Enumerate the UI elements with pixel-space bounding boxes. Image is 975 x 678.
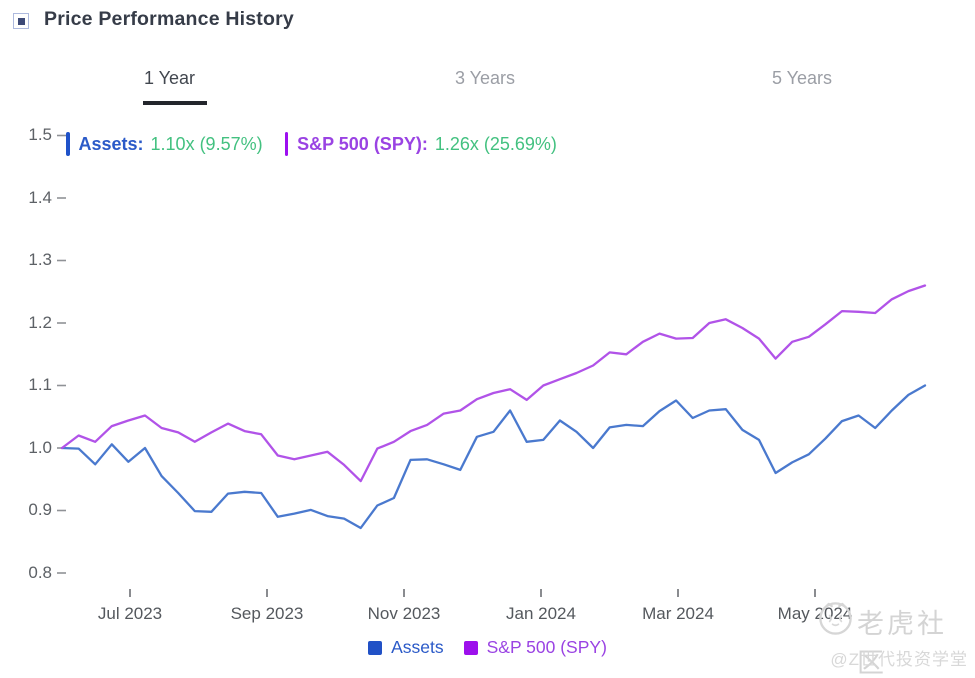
y-axis-tick-label: 1.0 xyxy=(28,437,52,457)
spy-readout-value: 1.26x (25.69%) xyxy=(434,133,557,154)
legend-assets-label: Assets xyxy=(391,637,444,657)
spy-swatch-icon xyxy=(463,640,478,655)
watermark-brand: 老虎社区 xyxy=(857,609,947,678)
series-line-spy[interactable] xyxy=(60,284,927,483)
x-axis-tick-label: Nov 2023 xyxy=(367,604,441,623)
y-axis-tick-label: 1.2 xyxy=(28,312,52,332)
x-axis-tick-label: Mar 2024 xyxy=(642,604,714,623)
y-axis-tick-label: 1.3 xyxy=(28,250,52,269)
chart-legend: Assets S&P 500 (SPY) xyxy=(0,637,975,658)
x-axis-tick-label: Sep 2023 xyxy=(230,604,304,623)
assets-readout-value: 1.10x (9.57%) xyxy=(150,133,263,154)
active-tab-underline xyxy=(143,101,207,105)
legend-spy-label: S&P 500 (SPY) xyxy=(486,637,607,657)
tiger-logo-icon xyxy=(816,598,855,642)
x-axis-tick-label: Jan 2024 xyxy=(506,604,576,623)
assets-swatch-icon xyxy=(368,640,383,655)
assets-marker-bar xyxy=(66,132,70,156)
series-line-assets[interactable] xyxy=(60,384,927,530)
x-axis-tick-label: Jul 2023 xyxy=(97,604,163,623)
y-axis-tick-label: 1.4 xyxy=(28,187,52,207)
spy-readout-label: S&P 500 (SPY): xyxy=(297,133,428,154)
watermark-handle: @Z世代投资学堂 xyxy=(830,650,968,669)
assets-readout-label: Assets: xyxy=(78,133,144,154)
tab-3-years[interactable]: 3 Years xyxy=(455,68,516,88)
tab-1-year[interactable]: 1 Year xyxy=(144,68,196,88)
x-axis-tick-label: May 2024 xyxy=(777,604,853,623)
y-axis-tick-label: 0.9 xyxy=(28,500,52,519)
y-axis-tick-label: 1.1 xyxy=(28,375,52,394)
y-axis-tick-label: 0.8 xyxy=(28,562,52,582)
spy-marker-bar xyxy=(284,132,289,156)
legend-item-assets[interactable]: Assets xyxy=(368,637,444,658)
tab-5-years[interactable]: 5 Years xyxy=(772,68,833,88)
section-square-icon xyxy=(13,13,29,29)
y-axis-tick-label: 1.5 xyxy=(28,125,52,144)
page-title: Price Performance History xyxy=(44,8,294,30)
hover-readout: Assets: 1.10x (9.57%) S&P 500 (SPY): 1.2… xyxy=(66,132,579,156)
legend-item-spy[interactable]: S&P 500 (SPY) xyxy=(463,637,607,658)
